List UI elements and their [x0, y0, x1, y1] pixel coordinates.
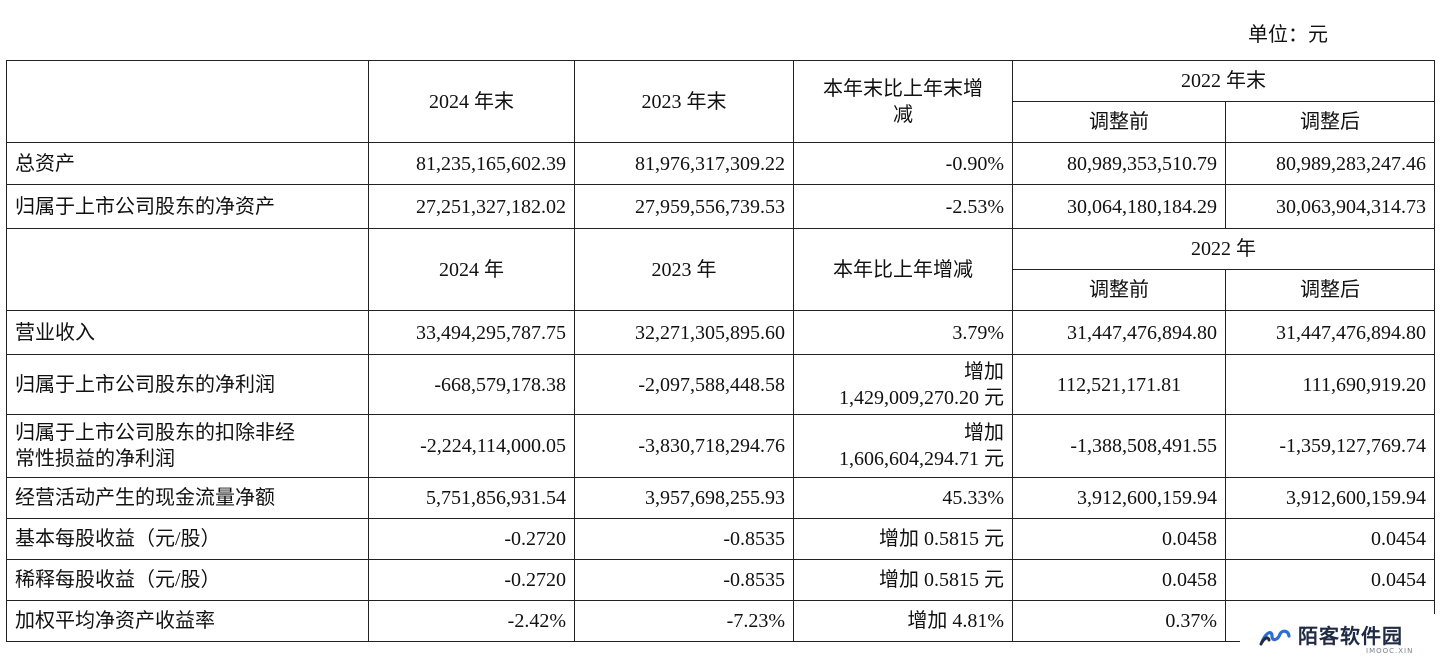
- cell-2023: -3,830,718,294.76: [574, 414, 794, 478]
- header-row-2: 2024 年 2023 年 本年比上年增减 2022 年: [6, 228, 1435, 311]
- cell-before: -1,388,508,491.55: [1012, 414, 1226, 478]
- cell-2024: 33,494,295,787.75: [368, 310, 575, 355]
- cell-change: 3.79%: [793, 310, 1013, 355]
- watermark-name: 陌客软件园: [1298, 624, 1403, 648]
- table-row: 稀释每股收益（元/股） -0.2720 -0.8535 增加 0.5815 元 …: [6, 559, 1435, 601]
- cell-before: 30,064,180,184.29: [1012, 184, 1226, 229]
- cell-after: 0.0454: [1225, 518, 1435, 560]
- cell-change: -2.53%: [793, 184, 1013, 229]
- header-row-1: 2024 年末 2023 年末 本年末比上年末增 减 2022 年末: [6, 60, 1435, 143]
- cell-before: 80,989,353,510.79: [1012, 142, 1226, 185]
- cell-change-line2: 1,429,009,270.20 元: [839, 386, 1004, 409]
- cell-2024: -668,579,178.38: [368, 354, 575, 415]
- header-blank-cell: [6, 228, 369, 311]
- cell-2023: -0.8535: [574, 518, 794, 560]
- col-before-adjust-header: 调整前: [1012, 269, 1226, 311]
- cell-after: 111,690,919.20: [1225, 354, 1435, 415]
- cell-2023: -0.8535: [574, 559, 794, 601]
- col-2024-end-header: 2024 年末: [368, 60, 575, 143]
- row-label-line1: 归属于上市公司股东的扣除非经: [15, 422, 295, 444]
- cell-change: -0.90%: [793, 142, 1013, 185]
- header-blank-cell: [6, 60, 369, 143]
- col-2023-header: 2023 年: [574, 228, 794, 311]
- financial-summary-table: 2024 年末 2023 年末 本年末比上年末增 减 2022 年末 调整前 调…: [6, 60, 1435, 642]
- unit-label: 单位：元: [1248, 24, 1328, 46]
- cell-change: 增加 1,429,009,270.20 元: [793, 354, 1013, 415]
- cell-2023: 81,976,317,309.22: [574, 142, 794, 185]
- cell-2024: -2,224,114,000.05: [368, 414, 575, 478]
- cell-after: 0.0454: [1225, 559, 1435, 601]
- row-label: 经营活动产生的现金流量净额: [6, 477, 369, 519]
- table-row: 总资产 81,235,165,602.39 81,976,317,309.22 …: [6, 142, 1435, 185]
- cell-after: 31,447,476,894.80: [1225, 310, 1435, 355]
- col-after-adjust-header: 调整后: [1225, 269, 1435, 311]
- table-row: 营业收入 33,494,295,787.75 32,271,305,895.60…: [6, 310, 1435, 355]
- cell-2024: 27,251,327,182.02: [368, 184, 575, 229]
- col-2022-end-header: 2022 年末: [1012, 60, 1435, 102]
- row-label: 稀释每股收益（元/股）: [6, 559, 369, 601]
- cell-after: 80,989,283,247.46: [1225, 142, 1435, 185]
- cell-2023: 27,959,556,739.53: [574, 184, 794, 229]
- row-label: 基本每股收益（元/股）: [6, 518, 369, 560]
- cell-2023: -2,097,588,448.58: [574, 354, 794, 415]
- watermark-subtext: IMOOC.XIN: [1366, 647, 1414, 655]
- row-label: 营业收入: [6, 310, 369, 355]
- cell-before: 0.0458: [1012, 559, 1226, 601]
- table-row: 基本每股收益（元/股） -0.2720 -0.8535 增加 0.5815 元 …: [6, 518, 1435, 560]
- row-label: 加权平均净资产收益率: [6, 600, 369, 642]
- table-row: 经营活动产生的现金流量净额 5,751,856,931.54 3,957,698…: [6, 477, 1435, 519]
- col-2023-end-header: 2023 年末: [574, 60, 794, 143]
- row-label: 归属于上市公司股东的净利润: [6, 354, 369, 415]
- header-row-2b: 调整前 调整后: [7, 269, 1435, 311]
- cell-change: 增加 0.5815 元: [793, 559, 1013, 601]
- col-2024-header: 2024 年: [368, 228, 575, 311]
- cell-2024: -2.42%: [368, 600, 575, 642]
- cell-change-line1: 增加: [964, 422, 1004, 444]
- cell-change: 增加 1,606,604,294.71 元: [793, 414, 1013, 478]
- row-label: 总资产: [6, 142, 369, 185]
- cell-2023: -7.23%: [574, 600, 794, 642]
- cell-change: 45.33%: [793, 477, 1013, 519]
- col-before-adjust-header: 调整前: [1012, 101, 1226, 143]
- row-label: 归属于上市公司股东的扣除非经 常性损益的净利润: [6, 414, 369, 478]
- col-after-adjust-header: 调整后: [1225, 101, 1435, 143]
- table-row: 归属于上市公司股东的净资产 27,251,327,182.02 27,959,5…: [6, 184, 1435, 229]
- col-change-header-line1: 本年末比上年末增: [823, 77, 983, 100]
- cell-after: 30,063,904,314.73: [1225, 184, 1435, 229]
- row-label-line2: 常性损益的净利润: [15, 448, 175, 470]
- col-change-header: 本年末比上年末增 减: [793, 60, 1013, 143]
- cell-2024: -0.2720: [368, 518, 575, 560]
- cell-before: 31,447,476,894.80: [1012, 310, 1226, 355]
- col-change-header-line2: 减: [893, 103, 913, 126]
- col-2022-header: 2022 年: [1012, 228, 1435, 270]
- watermark: 陌客软件园 IMOOC.XIN: [1240, 614, 1440, 664]
- cell-before: 112,521,171.81: [1012, 354, 1226, 415]
- cell-after: -1,359,127,769.74: [1225, 414, 1435, 478]
- table-row: 归属于上市公司股东的扣除非经 常性损益的净利润 -2,224,114,000.0…: [6, 414, 1435, 478]
- cell-after: 3,912,600,159.94: [1225, 477, 1435, 519]
- cell-2023: 32,271,305,895.60: [574, 310, 794, 355]
- cell-change: 增加 0.5815 元: [793, 518, 1013, 560]
- cell-2024: -0.2720: [368, 559, 575, 601]
- row-label: 归属于上市公司股东的净资产: [6, 184, 369, 229]
- header-row-1b: 调整前 调整后: [7, 101, 1435, 143]
- cell-2024: 81,235,165,602.39: [368, 142, 575, 185]
- cell-change-line2: 1,606,604,294.71 元: [839, 448, 1004, 470]
- watermark-logo-icon: [1259, 629, 1291, 646]
- table-row: 加权平均净资产收益率 -2.42% -7.23% 增加 4.81% 0.37%: [6, 600, 1435, 642]
- cell-2024: 5,751,856,931.54: [368, 477, 575, 519]
- cell-before: 3,912,600,159.94: [1012, 477, 1226, 519]
- table-row: 归属于上市公司股东的净利润 -668,579,178.38 -2,097,588…: [6, 354, 1435, 415]
- cell-before: 0.37%: [1012, 600, 1226, 642]
- cell-change-line1: 增加: [964, 360, 1004, 383]
- cell-change: 增加 4.81%: [793, 600, 1013, 642]
- col-change-header: 本年比上年增减: [793, 228, 1013, 311]
- cell-2023: 3,957,698,255.93: [574, 477, 794, 519]
- cell-before: 0.0458: [1012, 518, 1226, 560]
